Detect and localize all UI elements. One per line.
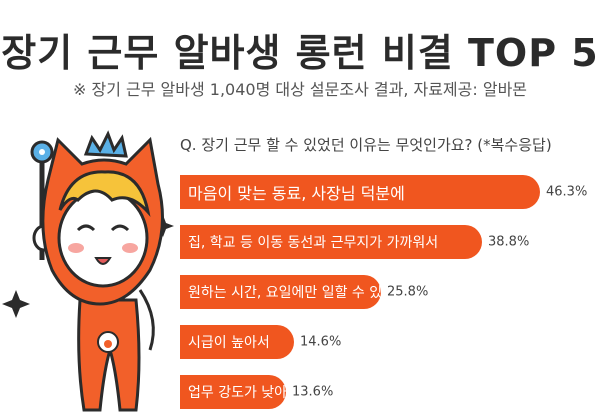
crown-icon xyxy=(83,130,128,158)
chart-question: Q. 장기 근무 할 수 있었던 이유는 무엇인가요? (*복수응답) xyxy=(180,136,552,154)
bar-value-label: 25.8% xyxy=(387,284,429,300)
bar-value-label: 38.8% xyxy=(488,234,530,250)
page-subtitle: ※ 장기 근무 알바생 1,040명 대상 설문조사 결과, 자료제공: 알바몬 xyxy=(72,80,528,99)
sparkle-icon xyxy=(2,290,30,318)
bar-value-label: 14.6% xyxy=(300,334,342,350)
cat-mascot-icon xyxy=(2,130,174,412)
page-title: 장기 근무 알바생 롱런 비결 TOP 5 xyxy=(1,31,599,75)
bar: 시급이 높아서 xyxy=(180,325,294,359)
bar: 집, 학교 등 이동 동선과 근무지가 가까워서 xyxy=(180,225,482,259)
bar-value-label: 46.3% xyxy=(546,184,588,200)
bar-value-label: 13.6% xyxy=(292,384,334,400)
bar-category-label: 시급이 높아서 xyxy=(188,335,270,351)
bar: 마음이 맞는 동료, 사장님 덕분에 xyxy=(180,175,540,209)
bar-category-label: 집, 학교 등 이동 동선과 근무지가 가까워서 xyxy=(188,235,439,251)
bar: 업무 강도가 낮아서 xyxy=(180,375,300,409)
bar-category-label: 마음이 맞는 동료, 사장님 덕분에 xyxy=(188,184,405,203)
bar-category-label: 원하는 시간, 요일에만 일할 수 있어서 xyxy=(188,285,408,301)
bar: 원하는 시간, 요일에만 일할 수 있어서 xyxy=(180,275,408,309)
bar-category-label: 업무 강도가 낮아서 xyxy=(188,385,300,401)
